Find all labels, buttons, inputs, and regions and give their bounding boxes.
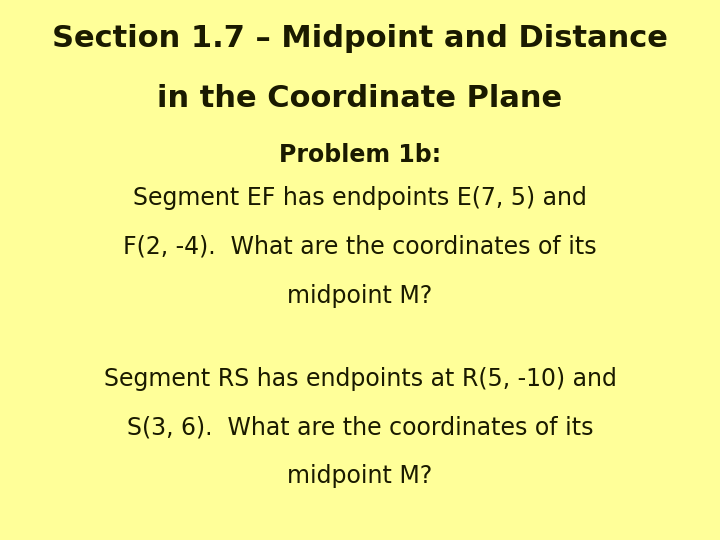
Text: Segment RS has endpoints at R(5, -10) and: Segment RS has endpoints at R(5, -10) an…: [104, 367, 616, 391]
Text: S(3, 6).  What are the coordinates of its: S(3, 6). What are the coordinates of its: [127, 416, 593, 440]
Text: midpoint M?: midpoint M?: [287, 284, 433, 307]
Text: Problem 1b:: Problem 1b:: [279, 143, 441, 167]
Text: in the Coordinate Plane: in the Coordinate Plane: [158, 84, 562, 113]
Text: Section 1.7 – Midpoint and Distance: Section 1.7 – Midpoint and Distance: [52, 24, 668, 53]
Text: Segment EF has endpoints E(7, 5) and: Segment EF has endpoints E(7, 5) and: [133, 186, 587, 210]
Text: F(2, -4).  What are the coordinates of its: F(2, -4). What are the coordinates of it…: [123, 235, 597, 259]
Text: midpoint M?: midpoint M?: [287, 464, 433, 488]
